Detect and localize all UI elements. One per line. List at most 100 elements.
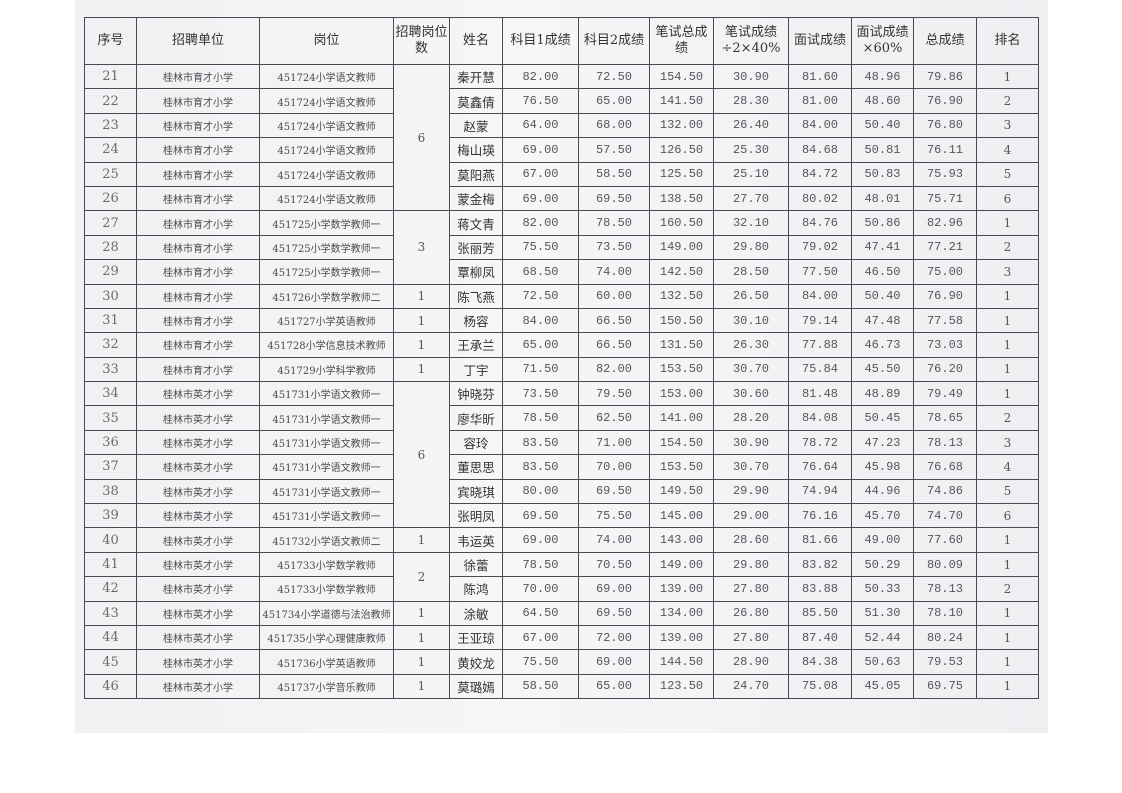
- rank: 1: [976, 356, 1039, 383]
- rank: 1: [976, 551, 1039, 578]
- interview-weighted: 45.70: [851, 503, 914, 529]
- subject2-score: 69.50: [578, 478, 650, 505]
- written-total: 139.00: [649, 576, 714, 602]
- subject1-score: 83.50: [502, 454, 579, 480]
- candidate-name: 赵蒙: [449, 112, 503, 139]
- table-row: 23 桂林市育才小学 451724小学语文教师 赵蒙 64.00 68.00 132.00 2…: [84, 112, 1039, 139]
- table-row: 41 桂林市英才小学 451733小学数学教师 2 徐蕾 78.50 70.50 149.00…: [84, 551, 1039, 602]
- row-index: 40: [84, 527, 137, 553]
- row-index: 45: [84, 649, 137, 675]
- candidate-name: 涂敏: [449, 600, 503, 626]
- total-score: 76.68: [913, 454, 977, 480]
- total-score: 77.58: [913, 307, 977, 334]
- written-weighted: 28.30: [713, 88, 789, 114]
- position: 451733小学数学教师: [259, 576, 394, 602]
- total-score: 75.00: [913, 259, 977, 285]
- position-count: 1: [393, 307, 450, 334]
- interview-score: 77.50: [788, 259, 852, 285]
- header-total: 总成绩: [913, 17, 977, 65]
- candidate-name: 莫璐嫣: [449, 673, 503, 700]
- written-total: 132.00: [649, 112, 714, 139]
- position-count: 1: [393, 649, 450, 675]
- written-weighted: 28.60: [713, 527, 789, 553]
- row-index: 41: [84, 551, 137, 578]
- row-index: 24: [84, 137, 137, 163]
- position-count: 3: [393, 210, 450, 285]
- recruiting-unit: 桂林市英才小学: [136, 503, 260, 529]
- interview-weighted: 50.45: [851, 405, 914, 431]
- recruiting-unit: 桂林市英才小学: [136, 624, 260, 651]
- rank: 5: [976, 161, 1039, 187]
- row-index: 26: [84, 185, 137, 212]
- header-rank: 排名: [976, 17, 1039, 65]
- written-weighted: 30.90: [713, 429, 789, 456]
- interview-score: 81.00: [788, 88, 852, 114]
- position: 451724小学语文教师: [259, 63, 394, 90]
- subject2-score: 74.00: [578, 259, 650, 285]
- header-index: 序号: [84, 17, 137, 65]
- table-row: 35 桂林市英才小学 451731小学语文教师一 廖华昕 78.50 62.50 141.0…: [84, 405, 1039, 431]
- written-total: 141.00: [649, 405, 714, 431]
- row-index: 33: [84, 356, 137, 383]
- interview-score: 81.48: [788, 381, 852, 407]
- recruiting-unit: 桂林市育才小学: [136, 234, 260, 261]
- rank: 1: [976, 63, 1039, 90]
- written-total: 150.50: [649, 307, 714, 334]
- interview-score: 84.00: [788, 112, 852, 139]
- subject1-score: 72.50: [502, 283, 579, 309]
- position: 451724小学语文教师: [259, 161, 394, 187]
- written-weighted: 27.80: [713, 576, 789, 602]
- rank: 2: [976, 405, 1039, 431]
- position: 451731小学语文教师一: [259, 503, 394, 529]
- candidate-name: 蒙金梅: [449, 185, 503, 212]
- subject2-score: 71.00: [578, 429, 650, 456]
- written-weighted: 28.20: [713, 405, 789, 431]
- table-row: 26 桂林市育才小学 451724小学语文教师 蒙金梅 69.00 69.50 138.50…: [84, 185, 1039, 212]
- total-score: 78.65: [913, 405, 977, 431]
- row-index: 31: [84, 307, 137, 334]
- candidate-name: 宾晓琪: [449, 478, 503, 505]
- interview-weighted: 50.29: [851, 551, 914, 578]
- interview-weighted: 45.98: [851, 454, 914, 480]
- recruiting-unit: 桂林市育才小学: [136, 185, 260, 212]
- subject1-score: 84.00: [502, 307, 579, 334]
- written-weighted: 30.10: [713, 307, 789, 334]
- table-row: 33 桂林市育才小学 451729小学科学教师 1 丁宇 71.50 82.00 153.50…: [84, 356, 1039, 383]
- subject1-score: 83.50: [502, 429, 579, 456]
- subject1-score: 80.00: [502, 478, 579, 505]
- subject1-score: 67.00: [502, 624, 579, 651]
- rank: 3: [976, 112, 1039, 139]
- interview-score: 85.50: [788, 600, 852, 626]
- subject1-score: 64.50: [502, 600, 579, 626]
- written-total: 144.50: [649, 649, 714, 675]
- candidate-name: 陈鸿: [449, 576, 503, 602]
- interview-weighted: 50.83: [851, 161, 914, 187]
- row-index: 34: [84, 381, 137, 407]
- candidate-name: 莫鑫倩: [449, 88, 503, 114]
- subject1-score: 82.00: [502, 210, 579, 236]
- total-score: 74.86: [913, 478, 977, 505]
- interview-score: 79.14: [788, 307, 852, 334]
- rank: 6: [976, 503, 1039, 529]
- position: 451725小学数学教师一: [259, 210, 394, 236]
- row-index: 35: [84, 405, 137, 431]
- interview-score: 76.64: [788, 454, 852, 480]
- header-row: 序号 招聘单位 岗位 招聘岗位数 姓名 科目1成绩 科目2成绩 笔试总成绩 笔试成绩÷2×40%…: [84, 17, 1039, 65]
- written-total: 154.50: [649, 429, 714, 456]
- written-weighted: 29.90: [713, 478, 789, 505]
- row-index: 42: [84, 576, 137, 602]
- interview-score: 84.08: [788, 405, 852, 431]
- table-row: 45 桂林市英才小学 451736小学英语教师 1 黄姣龙 75.50 69.00 144.5…: [84, 649, 1039, 675]
- interview-score: 80.02: [788, 185, 852, 212]
- subject1-score: 78.50: [502, 405, 579, 431]
- position: 451733小学数学教师: [259, 551, 394, 578]
- header-unit: 招聘单位: [136, 17, 260, 65]
- subject2-score: 72.50: [578, 63, 650, 90]
- interview-weighted: 48.89: [851, 381, 914, 407]
- position: 451731小学语文教师一: [259, 405, 394, 431]
- candidate-name: 钟晓芬: [449, 381, 503, 407]
- written-weighted: 25.30: [713, 137, 789, 163]
- subject1-score: 73.50: [502, 381, 579, 407]
- table-row: 28 桂林市育才小学 451725小学数学教师一 张丽芳 75.50 73.50 149.0…: [84, 234, 1039, 261]
- table-row: 30 桂林市育才小学 451726小学数学教师二 1 陈飞燕 72.50 60.00 132.…: [84, 283, 1039, 309]
